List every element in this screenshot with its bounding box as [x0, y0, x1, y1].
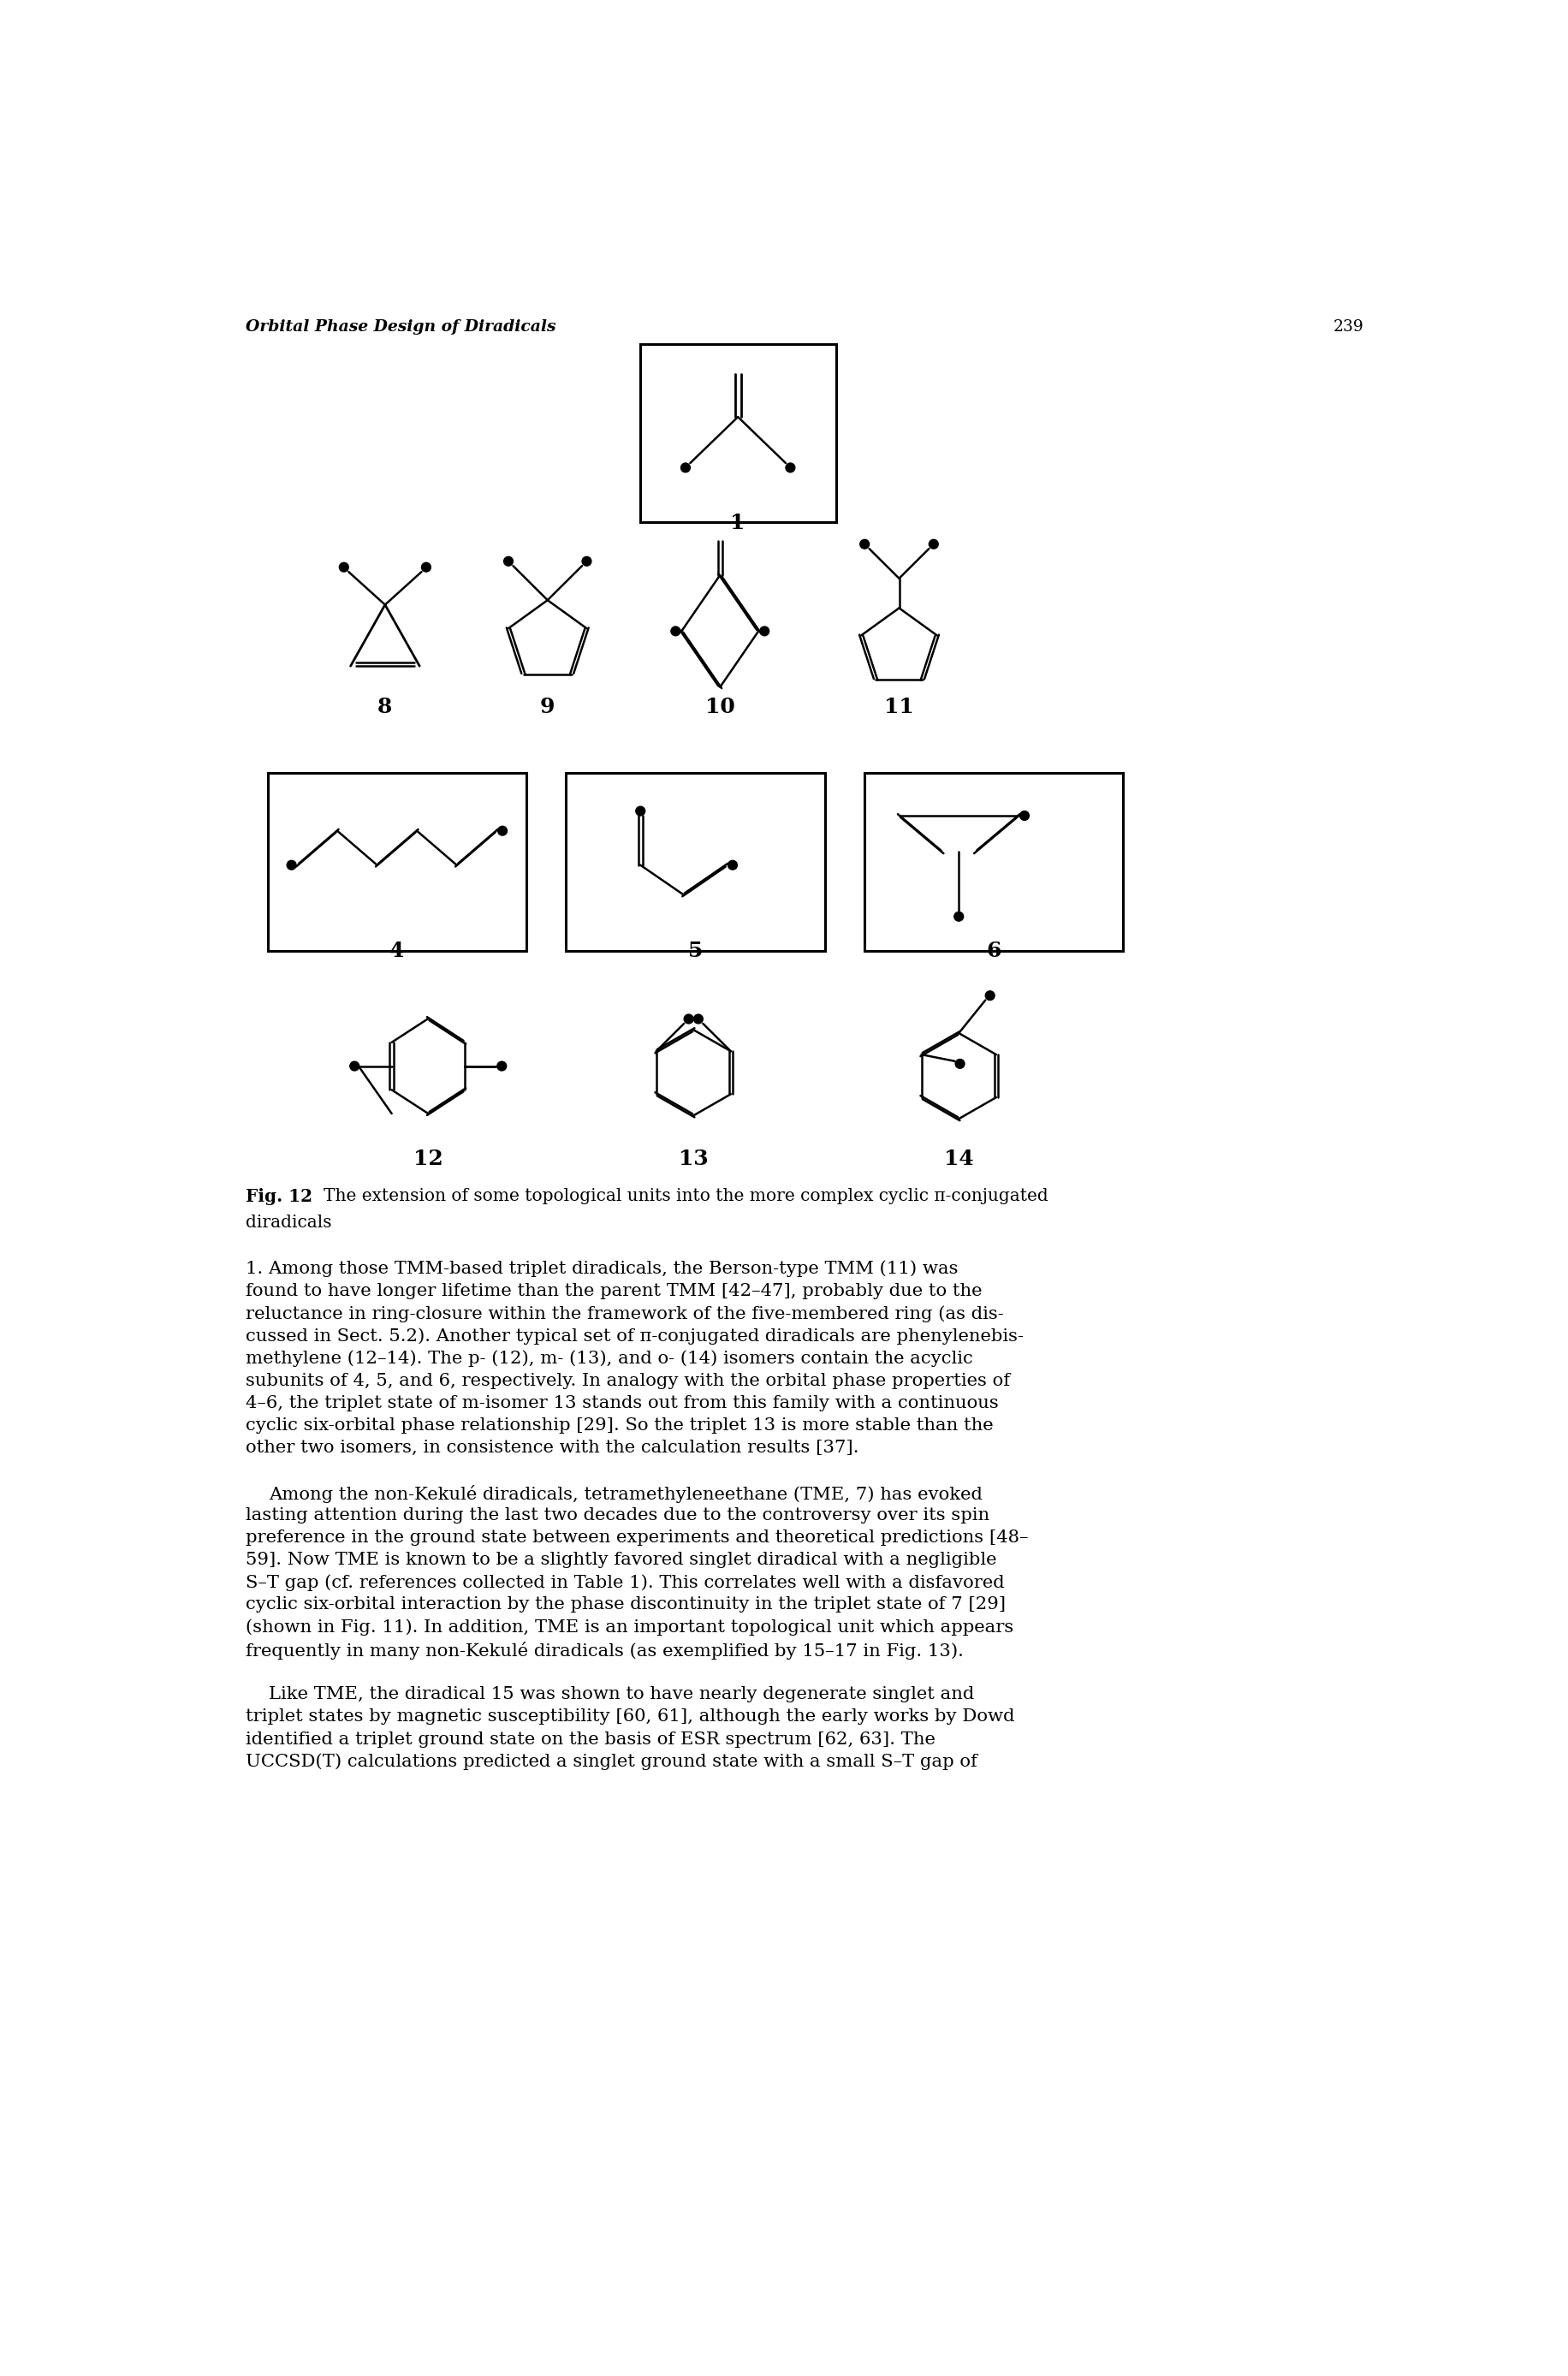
Text: 4–6, the triplet state of m-isomer 13 stands out from this family with a continu: 4–6, the triplet state of m-isomer 13 st…	[246, 1395, 999, 1411]
Circle shape	[786, 463, 795, 473]
Text: 13: 13	[679, 1148, 709, 1169]
Circle shape	[684, 1015, 693, 1024]
Circle shape	[671, 627, 681, 637]
Text: 10: 10	[706, 696, 735, 718]
Bar	[268, 772, 527, 950]
Text: Like TME, the diradical 15 was shown to have nearly degenerate singlet and: Like TME, the diradical 15 was shown to …	[270, 1687, 974, 1704]
Text: preference in the ground state between experiments and theoretical predictions [: preference in the ground state between e…	[246, 1530, 1029, 1547]
Circle shape	[339, 563, 348, 573]
Text: 239: 239	[1333, 318, 1364, 335]
Text: 8: 8	[378, 696, 392, 718]
Circle shape	[955, 1060, 964, 1069]
Text: reluctance in ring-closure within the framework of the five-membered ring (as di: reluctance in ring-closure within the fr…	[246, 1304, 1004, 1321]
Text: The extension of some topological units into the more complex cyclic π-conjugate: The extension of some topological units …	[323, 1188, 1047, 1205]
Text: (shown in Fig. 11). In addition, TME is an important topological unit which appe: (shown in Fig. 11). In addition, TME is …	[246, 1618, 1013, 1635]
Text: cussed in Sect. 5.2). Another typical set of π-conjugated diradicals are phenyle: cussed in Sect. 5.2). Another typical se…	[246, 1328, 1024, 1345]
Text: cyclic six-orbital phase relationship [29]. So the triplet 13 is more stable tha: cyclic six-orbital phase relationship [2…	[246, 1418, 994, 1433]
Text: identified a triplet ground state on the basis of ESR spectrum [62, 63]. The: identified a triplet ground state on the…	[246, 1732, 936, 1746]
Circle shape	[497, 827, 506, 836]
Text: 59]. Now TME is known to be a slightly favored singlet diradical with a negligib: 59]. Now TME is known to be a slightly f…	[246, 1552, 997, 1568]
Text: 5: 5	[688, 941, 702, 962]
Text: frequently in many non-Kekulé diradicals (as exemplified by 15–17 in Fig. 13).: frequently in many non-Kekulé diradicals…	[246, 1642, 964, 1658]
Circle shape	[693, 1015, 702, 1024]
Circle shape	[859, 539, 869, 549]
Text: 1. Among those TMM-based triplet diradicals, the Berson-type TMM (11) was: 1. Among those TMM-based triplet diradic…	[246, 1262, 958, 1278]
Text: 6: 6	[986, 941, 1002, 962]
Text: 14: 14	[944, 1148, 974, 1169]
Text: diradicals: diradicals	[246, 1214, 332, 1231]
Text: 4: 4	[389, 941, 405, 962]
Text: 1: 1	[731, 513, 745, 532]
Text: cyclic six-orbital interaction by the phase discontinuity in the triplet state o: cyclic six-orbital interaction by the ph…	[246, 1597, 1007, 1613]
Bar	[566, 772, 825, 950]
Text: 12: 12	[414, 1148, 444, 1169]
Circle shape	[635, 805, 644, 815]
Text: Orbital Phase Design of Diradicals: Orbital Phase Design of Diradicals	[246, 318, 557, 335]
Text: other two isomers, in consistence with the calculation results [37].: other two isomers, in consistence with t…	[246, 1440, 859, 1456]
Text: Fig. 12: Fig. 12	[246, 1188, 312, 1205]
Bar	[864, 772, 1123, 950]
Text: Among the non-Kekulé diradicals, tetramethyleneethane (TME, 7) has evoked: Among the non-Kekulé diradicals, tetrame…	[270, 1485, 983, 1502]
Text: triplet states by magnetic susceptibility [60, 61], although the early works by : triplet states by magnetic susceptibilit…	[246, 1708, 1014, 1725]
Text: found to have longer lifetime than the parent TMM [42–47], probably due to the: found to have longer lifetime than the p…	[246, 1283, 982, 1300]
Text: lasting attention during the last two decades due to the controversy over its sp: lasting attention during the last two de…	[246, 1506, 989, 1523]
Circle shape	[582, 556, 591, 565]
Text: 11: 11	[884, 696, 914, 718]
Text: 9: 9	[539, 696, 555, 718]
Text: UCCSD(T) calculations predicted a singlet ground state with a small S–T gap of: UCCSD(T) calculations predicted a single…	[246, 1753, 977, 1770]
Circle shape	[503, 556, 513, 565]
Text: subunits of 4, 5, and 6, respectively. In analogy with the orbital phase propert: subunits of 4, 5, and 6, respectively. I…	[246, 1373, 1010, 1390]
Circle shape	[760, 627, 770, 637]
Bar	[640, 345, 836, 523]
Text: S–T gap (cf. references collected in Table 1). This correlates well with a disfa: S–T gap (cf. references collected in Tab…	[246, 1575, 1005, 1592]
Circle shape	[1019, 810, 1029, 820]
Circle shape	[287, 860, 296, 870]
Circle shape	[350, 1062, 359, 1072]
Text: methylene (12–14). The p- (12), m- (13), and o- (14) isomers contain the acyclic: methylene (12–14). The p- (12), m- (13),…	[246, 1350, 974, 1366]
Circle shape	[497, 1062, 506, 1072]
Circle shape	[728, 860, 737, 870]
Circle shape	[681, 463, 690, 473]
Circle shape	[985, 991, 994, 1000]
Circle shape	[955, 912, 963, 922]
Circle shape	[928, 539, 938, 549]
Circle shape	[422, 563, 431, 573]
